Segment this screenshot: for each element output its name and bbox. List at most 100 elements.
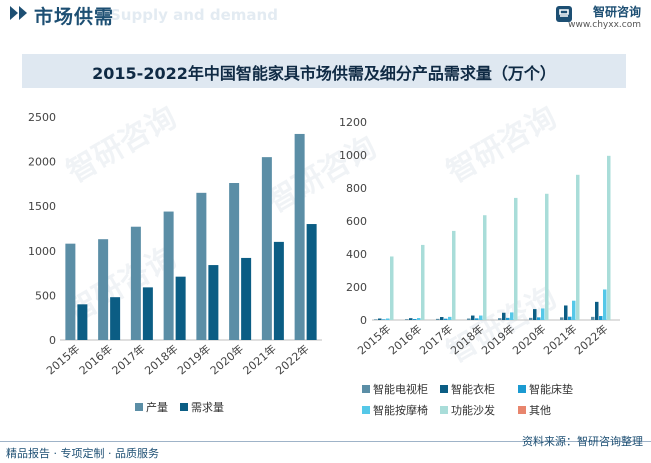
bar-sofa <box>390 256 394 320</box>
brand-url: www.chyxx.com <box>568 20 641 30</box>
x-tick-label: 2020年 <box>207 342 246 378</box>
header-subtitle: Supply and demand <box>110 6 278 24</box>
x-tick-label: 2018年 <box>448 322 487 358</box>
bar-massage-chair <box>479 315 483 320</box>
bar-sofa <box>576 174 580 320</box>
footer-divider <box>0 441 651 442</box>
brand: 智研咨询 www.chyxx.com <box>568 3 641 30</box>
y-tick-label: 2000 <box>28 156 56 169</box>
bar-wardrobe <box>564 305 568 320</box>
bar-massage-chair <box>386 318 390 320</box>
y-tick-label: 1000 <box>339 149 367 162</box>
x-tick-label: 2018年 <box>142 342 181 378</box>
x-tick-label: 2022年 <box>572 322 611 358</box>
y-tick-label: 400 <box>346 248 367 261</box>
bar-wardrobe <box>533 309 537 320</box>
bar-demand <box>273 241 284 340</box>
legend-other-label: 其他 <box>529 404 551 417</box>
legend-bed-label: 智能床垫 <box>529 382 573 396</box>
bar-production <box>163 211 174 340</box>
bar-tv-cabinet <box>467 318 471 320</box>
bar-tv-cabinet <box>591 316 595 320</box>
bar-demand <box>241 257 252 340</box>
bar-production <box>65 243 76 340</box>
footer-tagline: 精品报告 · 专项定制 · 品质服务 <box>6 447 159 460</box>
double-chevron-icon <box>10 6 27 20</box>
x-tick-label: 2016年 <box>76 342 115 378</box>
bar-sofa <box>483 215 487 320</box>
x-tick-label: 2021年 <box>541 322 580 358</box>
y-tick-label: 2500 <box>28 111 56 124</box>
bar-demand <box>175 276 186 340</box>
y-tick-label: 500 <box>35 289 56 302</box>
bar-production <box>130 226 141 340</box>
legend-label-production: 产量 <box>146 400 168 414</box>
bar-production <box>196 192 207 340</box>
page-title: 市场供需 <box>34 6 115 28</box>
y-tick-label: 1200 <box>339 116 367 129</box>
legend-other-swatch <box>518 406 526 414</box>
legend-label-demand: 需求量 <box>191 401 224 414</box>
legend-massage-chair-label: 智能按摩椅 <box>373 403 428 417</box>
x-tick-label: 2019年 <box>479 322 518 358</box>
bar-sofa <box>452 230 456 320</box>
bar-production <box>98 239 109 340</box>
x-tick-label: 2019年 <box>174 342 213 378</box>
bar-tv-cabinet <box>498 318 502 320</box>
bar-tv-cabinet <box>560 317 564 320</box>
bar-production <box>229 183 240 340</box>
legend-massage-chair-swatch <box>362 406 370 414</box>
brand-logo-icon <box>556 6 572 22</box>
header-bar: Supply and demand 市场供需 智研咨询 www.chyxx.co… <box>0 0 651 30</box>
x-tick-label: 2022年 <box>273 342 312 378</box>
bar-sofa <box>607 155 611 320</box>
bar-sofa <box>514 197 518 320</box>
brand-name: 智研咨询 <box>592 5 641 19</box>
bar-bed <box>413 319 417 320</box>
bar-wardrobe <box>409 318 413 320</box>
bar-production <box>261 157 272 340</box>
title-band <box>22 54 626 88</box>
bar-wardrobe <box>502 312 506 320</box>
legend-tv-cabinet-label: 智能电视柜 <box>373 382 428 396</box>
bar-sofa <box>421 244 425 320</box>
legend-swatch-production <box>135 403 143 411</box>
x-tick-label: 2017年 <box>109 342 148 378</box>
legend-sofa-label: 功能沙发 <box>451 403 495 417</box>
bar-tv-cabinet <box>405 319 409 320</box>
bar-tv-cabinet <box>374 319 378 320</box>
bar-tv-cabinet <box>529 317 533 320</box>
bar-wardrobe <box>471 315 475 320</box>
bar-wardrobe <box>440 317 444 320</box>
chart-title: 2015-2022年中国智能家具市场供需及细分产品需求量（万个） <box>92 64 556 83</box>
y-tick-label: 1500 <box>28 200 56 213</box>
bar-massage-chair <box>572 300 576 320</box>
bar-demand <box>77 304 88 340</box>
bar-bed <box>537 317 541 320</box>
legend-sofa-swatch <box>440 406 448 414</box>
x-tick-label: 2020年 <box>510 322 549 358</box>
bar-bed <box>599 316 603 320</box>
bar-massage-chair <box>603 289 607 320</box>
y-tick-label: 600 <box>346 215 367 228</box>
bar-bed <box>444 318 448 320</box>
y-tick-label: 800 <box>346 182 367 195</box>
bar-massage-chair <box>510 312 514 320</box>
bar-bed <box>568 316 572 320</box>
bar-demand <box>142 287 153 340</box>
bar-sofa <box>545 193 549 320</box>
bar-bed <box>382 319 386 320</box>
x-tick-label: 2017年 <box>417 322 456 358</box>
y-tick-label: 1000 <box>28 245 56 258</box>
legend-wardrobe-label: 智能衣柜 <box>451 382 495 396</box>
data-source: 资料来源：智研咨询整理 <box>522 435 643 448</box>
bar-demand <box>306 224 317 340</box>
legend-swatch-demand <box>180 403 188 411</box>
x-tick-label: 2021年 <box>240 342 279 378</box>
legend-bed-swatch <box>518 385 526 393</box>
bar-production <box>294 133 305 340</box>
bar-bed <box>506 317 510 320</box>
bar-tv-cabinet <box>436 318 440 320</box>
bar-bed <box>475 318 479 320</box>
